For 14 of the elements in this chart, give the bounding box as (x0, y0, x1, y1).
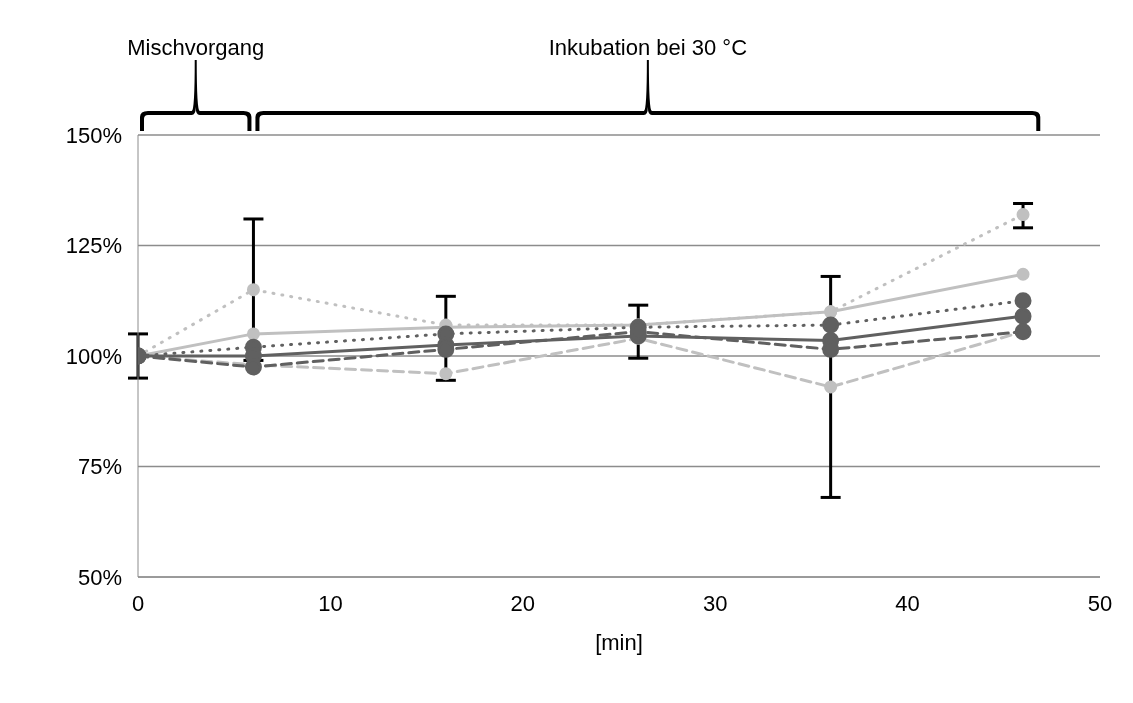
x-tick-label: 50 (1087, 590, 1113, 616)
y-tick-label: 100% (65, 343, 122, 369)
y-tick-label: 75% (77, 454, 122, 480)
y-tick-label: 125% (65, 233, 122, 259)
text: Mischvorgang (127, 35, 265, 60)
x-axis-title: [min] (595, 630, 643, 655)
x-tick-label: 0 (131, 590, 145, 616)
y-tick-label: 150% (65, 122, 122, 148)
x-tick-label: 40 (895, 590, 920, 616)
x-tick-label: 20 (510, 590, 536, 616)
x-tick-label: 30 (702, 590, 728, 616)
x-tick-label: 10 (318, 590, 343, 616)
y-tick-label: 50% (77, 564, 122, 590)
text: Inkubation bei 30 °C (548, 35, 748, 60)
